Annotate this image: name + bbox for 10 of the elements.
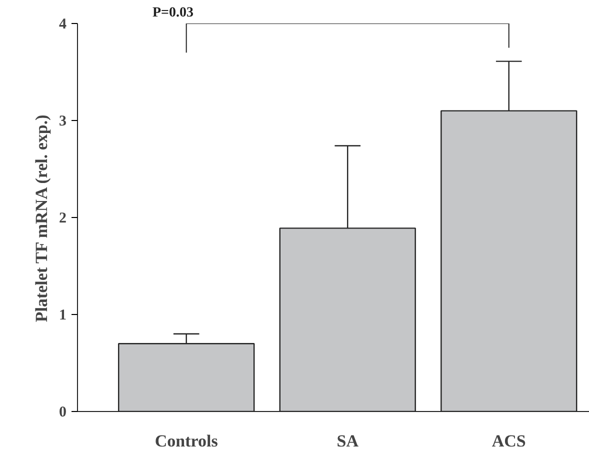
y-tick-label: 4 (59, 16, 67, 32)
y-tick-label: 0 (59, 404, 66, 420)
y-tick-label: 1 (59, 308, 66, 324)
y-tick-label: 2 (59, 210, 66, 226)
y-axis-title: Platelet TF mRNA (rel. exp.) (32, 114, 51, 322)
x-tick-label: Controls (154, 432, 218, 450)
y-tick-label: 3 (59, 114, 66, 130)
x-tick-label: ACS (492, 432, 526, 450)
x-tick-label: SA (336, 432, 360, 450)
text: P=0.03 (152, 6, 194, 20)
